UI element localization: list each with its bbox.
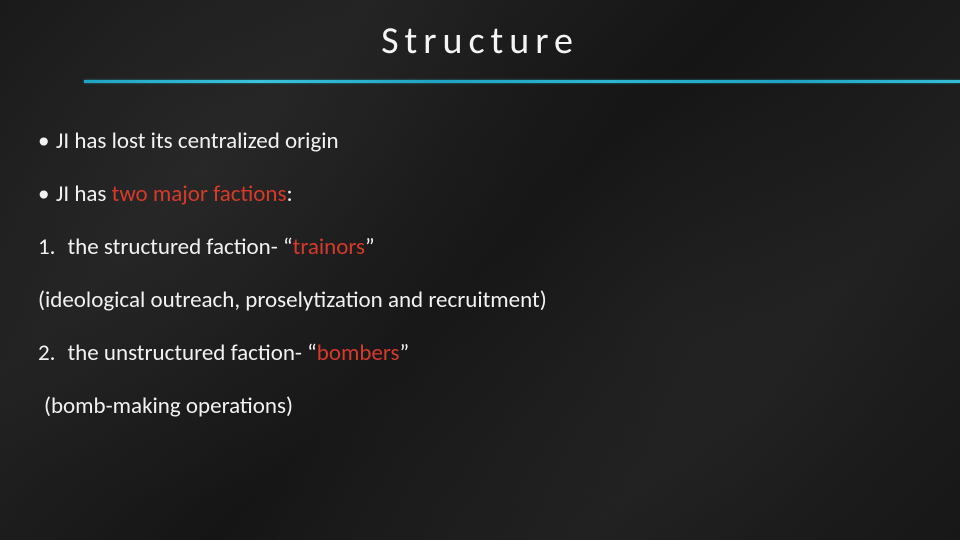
- item-1-highlight: trainors: [293, 233, 365, 261]
- item-2-note: (bomb-making operations): [44, 392, 293, 420]
- numbered-item-2: 2. the unstructured faction- “bombers”: [38, 342, 940, 365]
- item-2-number: 2.: [38, 342, 55, 365]
- item-1-note: (ideological outreach, proselytization a…: [38, 286, 547, 314]
- bullet-2-post: :: [286, 180, 292, 208]
- slide-title: Structure: [0, 18, 960, 64]
- title-underline: [84, 80, 960, 83]
- bullet-line-2: •JI has two major factions:: [38, 183, 940, 206]
- numbered-item-1: 1. the structured faction- “trainors”: [38, 236, 940, 259]
- bullet-dot: •: [38, 183, 56, 206]
- item-1-note-line: (ideological outreach, proselytization a…: [38, 289, 940, 312]
- bullet-2-highlight: two major factions: [112, 180, 287, 208]
- content-area: •JI has lost its centralized origin •JI …: [38, 130, 940, 448]
- item-2-post: ”: [400, 339, 410, 367]
- item-2-mid: the unstructured faction- “: [67, 339, 316, 367]
- item-2-note-line: (bomb-making operations): [38, 395, 940, 418]
- bullet-line-1: •JI has lost its centralized origin: [38, 130, 940, 153]
- item-1-post: ”: [365, 233, 375, 261]
- bullet-2-pre: JI has: [56, 180, 112, 208]
- item-2-highlight: bombers: [317, 339, 400, 367]
- bullet-1-text: JI has lost its centralized origin: [56, 127, 339, 155]
- bullet-dot: •: [38, 130, 56, 153]
- item-1-number: 1.: [38, 236, 55, 259]
- item-1-mid: the structured faction- “: [67, 233, 292, 261]
